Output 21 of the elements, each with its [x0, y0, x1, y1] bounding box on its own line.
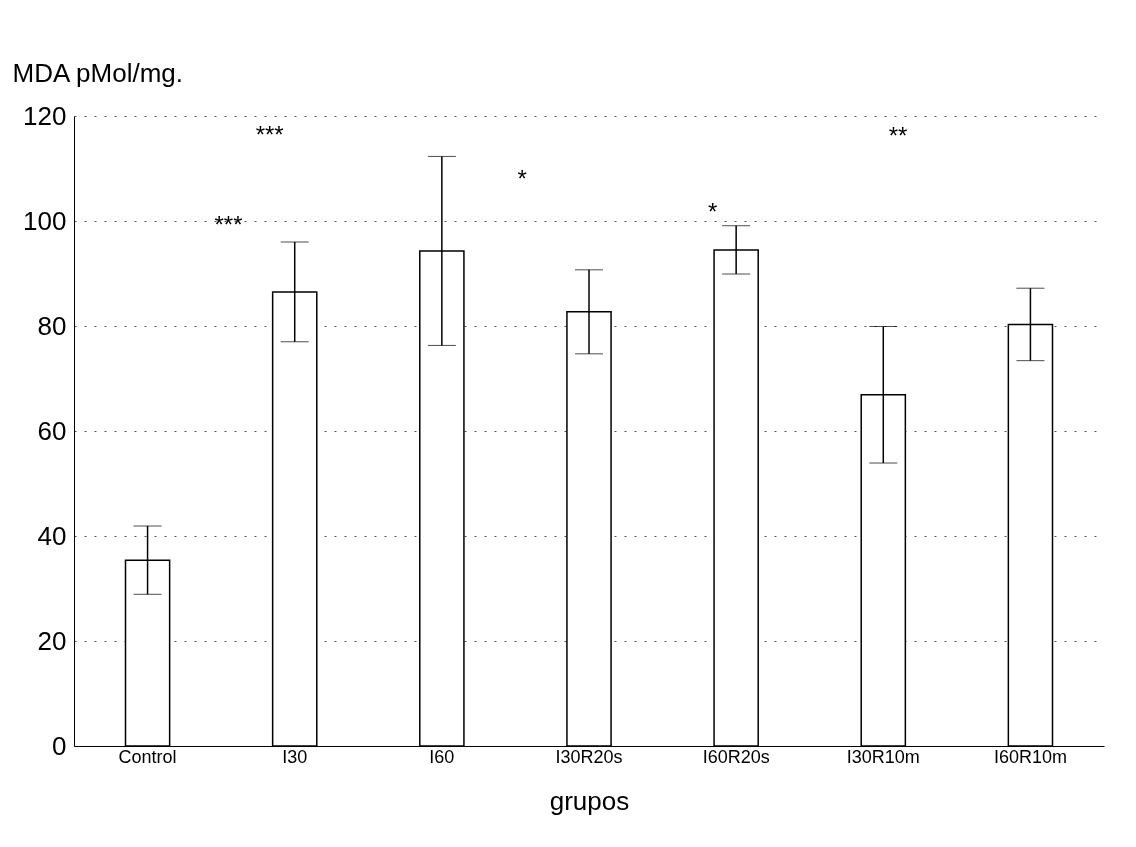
- x-tick-label: I30: [282, 746, 308, 767]
- y-tick-label: 40: [37, 520, 67, 551]
- annotation: **: [888, 122, 908, 150]
- x-tick-label: Control: [118, 746, 177, 767]
- x-tick-label: I60: [429, 746, 455, 767]
- annotation: ***: [214, 210, 243, 238]
- y-tick-label: 100: [23, 205, 67, 236]
- annotation: ***: [255, 120, 284, 148]
- x-tick-label: I30R10m: [846, 746, 920, 767]
- x-tick-label: I60R10m: [993, 746, 1067, 767]
- x-tick-label: I30R20s: [555, 746, 623, 767]
- annotation: *: [517, 165, 527, 193]
- y-tick-label: 60: [37, 415, 67, 446]
- y-tick-label: 0: [52, 730, 67, 761]
- y-tick-label: 20: [37, 625, 67, 656]
- annotation: *: [707, 198, 718, 226]
- y-tick-label: 80: [37, 310, 67, 341]
- x-tick-label: I60R20s: [702, 746, 770, 767]
- y-tick-label: 120: [23, 100, 67, 131]
- x-axis-title: grupos: [549, 785, 630, 816]
- y-axis-title: MDA pMol/mg.: [12, 57, 183, 88]
